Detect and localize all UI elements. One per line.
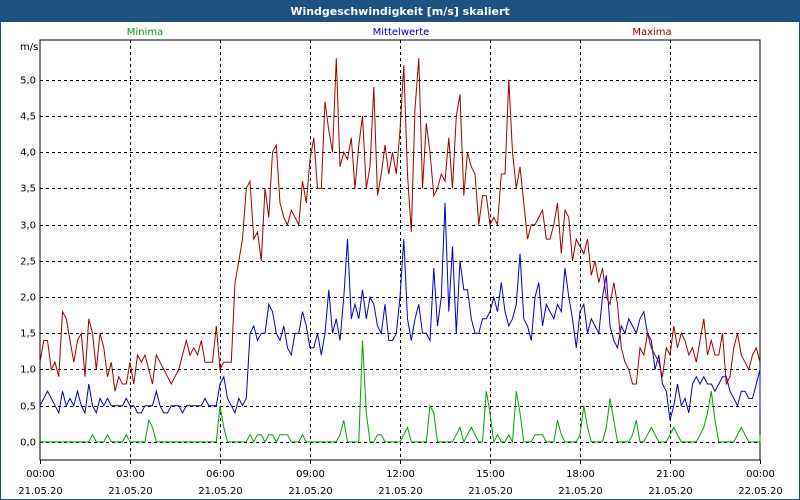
y-tick-label: 1,5 bbox=[20, 329, 36, 340]
x-tick-date: 22.05.20 bbox=[738, 486, 783, 497]
x-tick-time: 21:00 bbox=[656, 469, 685, 480]
x-tick-date: 21.05.20 bbox=[378, 486, 423, 497]
grid bbox=[40, 40, 760, 460]
x-tick-time: 03:00 bbox=[116, 469, 145, 480]
window-title: Windgeschwindigkeit [m/s] skaliert bbox=[1, 1, 799, 22]
y-tick-label: 1,0 bbox=[20, 365, 36, 376]
x-tick-date: 21.05.20 bbox=[558, 486, 603, 497]
series-line-minima bbox=[40, 340, 761, 444]
x-tick-date: 21.05.20 bbox=[108, 486, 153, 497]
y-tick-label: 4,0 bbox=[20, 148, 36, 159]
series-layer bbox=[39, 58, 761, 444]
x-tick-date: 21.05.20 bbox=[18, 486, 63, 497]
x-tick-date: 21.05.20 bbox=[648, 486, 693, 497]
y-tick-label: 0,5 bbox=[20, 402, 36, 413]
y-tick-label: 2,5 bbox=[20, 257, 36, 268]
x-tick-time: 15:00 bbox=[476, 469, 505, 480]
y-tick-label: 0,0 bbox=[20, 438, 36, 449]
legend-maxima: Maxima bbox=[632, 27, 671, 38]
x-tick-time: 12:00 bbox=[386, 469, 415, 480]
x-tick-time: 00:00 bbox=[746, 469, 775, 480]
x-tick-time: 18:00 bbox=[566, 469, 595, 480]
x-tick-time: 09:00 bbox=[296, 469, 325, 480]
x-tick-date: 21.05.20 bbox=[198, 486, 243, 497]
y-tick-label: 2,0 bbox=[20, 293, 36, 304]
series-line-maxima bbox=[39, 58, 761, 392]
x-tick-date: 21.05.20 bbox=[288, 486, 333, 497]
axes: 0,0 0,5 1,0 1,5 2,0 2,5 3,0 3,5 4,0 4,5 5,0 00:00 21… bbox=[18, 39, 783, 497]
y-axis-label: m/s bbox=[20, 42, 38, 53]
x-tick-date: 21.05.20 bbox=[468, 486, 513, 497]
series-line-mittelwerte bbox=[39, 202, 761, 421]
x-tick-time: 00:00 bbox=[26, 469, 55, 480]
y-tick-label: 5,0 bbox=[20, 76, 36, 87]
y-tick-label: 4,5 bbox=[20, 112, 36, 123]
legend-mittelwerte: Mittelwerte bbox=[373, 27, 430, 38]
y-tick-label: 3,5 bbox=[20, 184, 36, 195]
legend-minima: Minima bbox=[127, 27, 163, 38]
x-tick-time: 06:00 bbox=[206, 469, 235, 480]
y-tick-label: 3,0 bbox=[20, 221, 36, 232]
